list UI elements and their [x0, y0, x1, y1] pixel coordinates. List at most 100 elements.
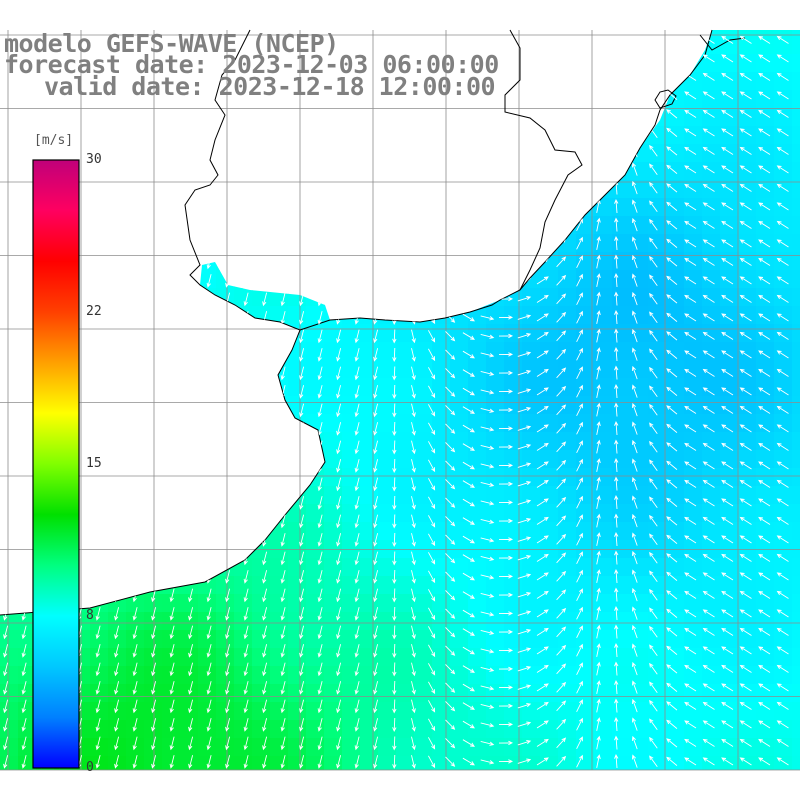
wind-arrow [3, 403, 9, 418]
wind-arrow [684, 590, 697, 599]
wind-arrow [3, 163, 9, 177]
wind-arrow [280, 718, 286, 732]
wind-arrow [373, 33, 379, 48]
wind-arrow [596, 347, 601, 361]
wind-arrow [58, 107, 64, 122]
wind-arrow [776, 442, 789, 451]
wind-arrow [336, 496, 342, 510]
wind-arrow [445, 386, 456, 397]
wind-arrow [596, 717, 601, 731]
wind-arrow [114, 329, 120, 344]
wind-arrow [428, 681, 436, 695]
wind-arrow [114, 718, 120, 732]
wind-arrow [649, 403, 658, 416]
wind-arrow [225, 200, 231, 214]
wind-arrow [684, 202, 697, 211]
wind-arrow [114, 570, 120, 584]
wind-arrow [373, 255, 379, 270]
wind-arrow [299, 625, 305, 640]
wind-arrow [576, 384, 583, 398]
wind-arrow [411, 385, 416, 399]
wind-arrow [188, 181, 194, 196]
wind-arrow [758, 91, 771, 100]
wind-arrow [517, 573, 532, 579]
wind-arrow [721, 553, 734, 562]
wind-arrow [758, 498, 771, 507]
wind-arrow [649, 33, 658, 46]
wind-arrow [462, 110, 475, 118]
wind-arrow [243, 588, 249, 603]
wind-arrow [739, 701, 752, 710]
wind-arrow [411, 718, 416, 732]
wind-arrow [317, 181, 323, 196]
wind-arrow [411, 274, 416, 288]
wind-arrow [536, 720, 549, 729]
wind-arrow [776, 738, 789, 747]
wind-arrow [614, 143, 619, 158]
wind-arrow [776, 720, 789, 729]
wind-arrow [536, 91, 549, 100]
wind-arrow [336, 422, 342, 436]
wind-arrow [721, 498, 734, 507]
wind-arrow [411, 588, 416, 603]
wind-arrow [206, 144, 212, 159]
wind-arrow [576, 347, 583, 361]
wind-arrow [498, 370, 514, 376]
wind-arrow [3, 126, 9, 140]
wind-arrow [21, 329, 27, 344]
wind-arrow [243, 218, 249, 233]
wind-arrow [776, 72, 789, 81]
wind-arrow [299, 607, 305, 621]
wind-arrow [243, 422, 249, 436]
wind-arrow [614, 402, 619, 417]
wind-arrow [666, 127, 678, 137]
wind-arrow [596, 532, 601, 546]
wind-arrow [206, 237, 212, 251]
wind-arrow [428, 385, 436, 399]
wind-arrow [354, 718, 360, 732]
wind-arrow [556, 367, 567, 379]
wind-arrow [462, 128, 475, 137]
wind-arrow [445, 127, 456, 138]
wind-arrow [649, 292, 658, 305]
wind-arrow [480, 222, 495, 228]
wind-arrow [576, 421, 583, 435]
wind-arrow [576, 514, 583, 528]
wind-arrow [336, 625, 342, 640]
wind-arrow [428, 607, 436, 621]
wind-arrow [114, 681, 120, 695]
wind-arrow [776, 91, 789, 100]
wind-arrow [445, 756, 456, 767]
wind-arrow [280, 181, 286, 196]
wind-arrow [428, 422, 436, 436]
wind-arrow [666, 183, 678, 193]
wind-arrow [649, 52, 658, 65]
wind-arrow [262, 163, 268, 177]
wind-arrow [169, 736, 175, 751]
wind-arrow [614, 161, 619, 177]
wind-arrow [411, 551, 416, 566]
wind-arrow [354, 144, 360, 159]
wind-arrow [392, 477, 397, 492]
wind-arrow [776, 516, 789, 525]
wind-arrow [631, 476, 638, 491]
wind-arrow [649, 200, 658, 213]
wind-arrow [739, 91, 752, 100]
wind-arrow [556, 89, 567, 101]
wind-arrow [243, 237, 249, 251]
wind-arrow [480, 574, 495, 580]
wind-arrow [225, 662, 231, 677]
wind-arrow [776, 405, 789, 414]
wind-arrow [462, 165, 475, 174]
wind-arrow [280, 514, 286, 529]
wind-arrow [354, 181, 360, 196]
wind-arrow [576, 588, 583, 602]
wind-arrow [299, 533, 305, 547]
wind-arrow [739, 498, 752, 507]
wind-arrow [373, 551, 379, 566]
wind-arrow [631, 587, 638, 602]
wind-arrow [428, 737, 436, 750]
wind-arrow [776, 202, 789, 211]
wind-arrow [262, 496, 268, 510]
wind-arrow [462, 535, 475, 544]
